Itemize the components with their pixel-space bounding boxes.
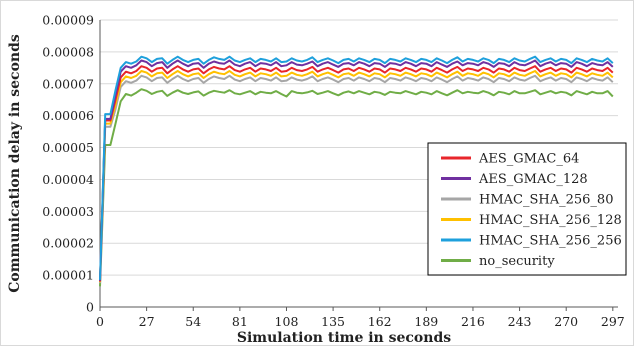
y-tick-label: 0 xyxy=(86,300,94,315)
legend-label: AES_GMAC_64 xyxy=(478,152,579,167)
y-tick-label: 0.00004 xyxy=(42,172,94,187)
y-tick-label: 0.00006 xyxy=(42,108,94,123)
x-tick-label: 297 xyxy=(601,314,625,329)
legend-label: HMAC_SHA_256_256 xyxy=(479,234,622,249)
x-tick-label: 216 xyxy=(461,314,485,329)
series-line xyxy=(99,88,614,287)
x-tick-label: 135 xyxy=(321,314,345,329)
series-lines xyxy=(99,55,614,287)
y-tick-label: 0.00003 xyxy=(42,204,94,219)
legend: AES_GMAC_64 AES_GMAC_128 HMAC_SHA_256_80 HM… xyxy=(427,142,627,276)
x-tick-label: 108 xyxy=(275,314,299,329)
x-tick-label: 270 xyxy=(554,314,578,329)
series-line xyxy=(99,55,614,280)
x-axis-title: Simulation time in seconds xyxy=(237,330,451,346)
legend-box xyxy=(427,142,627,276)
series-line xyxy=(99,74,614,284)
series-line xyxy=(99,70,614,283)
y-tick-label: 0.00007 xyxy=(42,76,94,91)
x-tick-label: 243 xyxy=(508,314,532,329)
y-tick-label: 0.00009 xyxy=(42,13,94,28)
x-tick-label: 54 xyxy=(185,314,201,329)
y-axis-title: Communication delay in seconds xyxy=(7,34,23,293)
y-tick-label: 0.00002 xyxy=(42,236,94,251)
series-line xyxy=(99,59,614,281)
axes: 0 0.00001 0.00002 0.00003 0.00004 0.00005 0.00… xyxy=(42,13,624,330)
y-tick-label: 0.00008 xyxy=(42,44,94,59)
legend-label: no_security xyxy=(479,254,555,269)
legend-label: HMAC_SHA_256_128 xyxy=(479,213,622,228)
x-tick-label: 81 xyxy=(232,314,248,329)
legend-label: HMAC_SHA_256_80 xyxy=(479,193,613,208)
y-tick-label: 0.00001 xyxy=(42,268,94,283)
legend-label: AES_GMAC_128 xyxy=(478,172,588,187)
x-tick-label: 27 xyxy=(139,314,155,329)
x-tick-label: 162 xyxy=(368,314,392,329)
x-tick-label: 0 xyxy=(96,314,104,329)
y-tick-label: 0.00005 xyxy=(42,140,94,155)
x-tick-label: 189 xyxy=(414,314,438,329)
series-line xyxy=(99,65,614,282)
